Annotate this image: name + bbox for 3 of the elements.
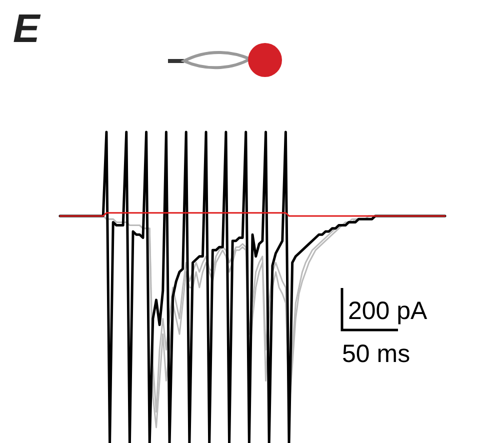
annotation: 200 pA (348, 297, 428, 326)
chart-title: E (13, 7, 41, 51)
annotation: 50 ms (342, 340, 410, 369)
